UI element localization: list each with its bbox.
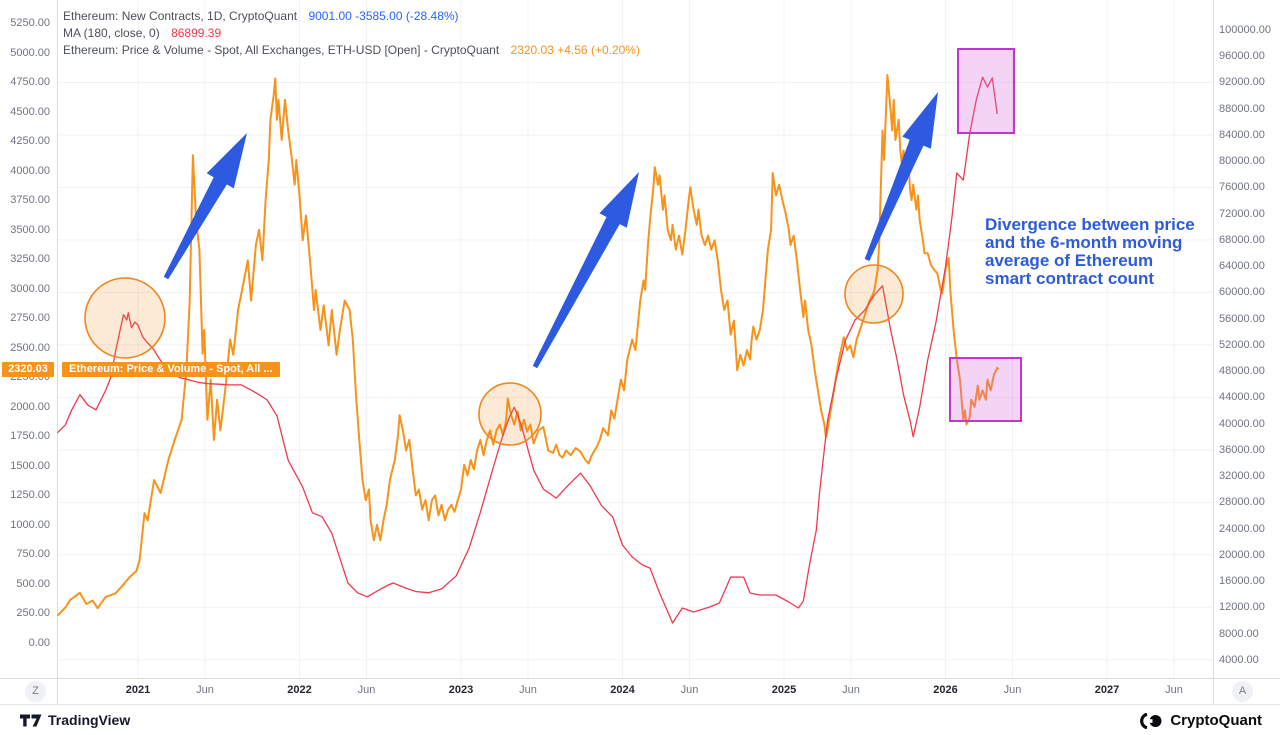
x-axis-label-2024: 2024: [610, 684, 635, 696]
y-axis-label: 1000.00: [10, 518, 50, 531]
x-axis-label-jun: Jun: [196, 684, 214, 696]
x-axis-label-2022: 2022: [287, 684, 312, 696]
y-axis-label: 2500.00: [10, 341, 50, 354]
trend-arrow[interactable]: [864, 92, 938, 261]
legend-row-new-contracts[interactable]: Ethereum: New Contracts, 1D, CryptoQuant…: [63, 8, 640, 25]
y-axis-label: 4250.00: [10, 135, 50, 148]
highlight-box[interactable]: [957, 48, 1015, 134]
y-axis-label: 250.00: [16, 607, 50, 620]
legend-series-title: Ethereum: Price & Volume - Spot, All Exc…: [63, 43, 500, 57]
y-axis-label: 0.00: [28, 637, 50, 649]
y-axis-label: 32000.00: [1219, 470, 1265, 483]
x-axis-label-jun: Jun: [842, 684, 860, 696]
y-axis-label: 1500.00: [10, 459, 50, 472]
auto-scale-button[interactable]: A: [1232, 681, 1253, 702]
y-axis-label: 96000.00: [1219, 50, 1265, 63]
highlight-circle[interactable]: [844, 264, 904, 324]
ma-contracts-line[interactable]: [56, 76, 998, 624]
y-axis-label: 5250.00: [10, 17, 50, 29]
series-name-tag: Ethereum: Price & Volume - Spot, All ...: [62, 361, 280, 377]
y-axis-label: 4750.00: [10, 76, 50, 89]
legend-series-values: 9001.00 -3585.00 (-28.48%): [308, 9, 459, 23]
y-axis-label: 36000.00: [1219, 443, 1265, 456]
legend-row-ma[interactable]: MA (180, close, 0) 86899.39: [63, 25, 640, 42]
x-axis-label-jun: Jun: [680, 684, 699, 696]
y-axis-label: 2750.00: [10, 312, 50, 325]
y-axis-label: 100000.00: [1219, 24, 1271, 36]
trend-arrow[interactable]: [532, 172, 639, 369]
tradingview-logo-icon: [20, 714, 42, 726]
y-axis-label: 500.00: [16, 577, 50, 590]
y-axis-label: 5000.00: [10, 46, 50, 59]
legend-series-title: MA (180, close, 0): [63, 26, 160, 40]
time-axis[interactable]: Z A 2021 Jun 2022 Jun 2023 Jun 2024 Jun 2025 Jun 2…: [0, 678, 1280, 705]
x-axis-label-2023: 2023: [448, 684, 474, 696]
x-axis-label-2027: 2027: [1094, 684, 1120, 696]
y-axis-label: 48000.00: [1219, 365, 1265, 378]
y-axis-label: 4500.00: [10, 105, 50, 118]
y-axis-label: 3000.00: [10, 282, 50, 295]
last-price-axis-tag: 2320.03: [2, 361, 54, 377]
y-axis-label: 8000.00: [1219, 627, 1259, 640]
y-axis-label: 750.00: [16, 548, 50, 561]
y-axis-label: 80000.00: [1219, 155, 1265, 168]
legend-series-values: 86899.39: [171, 26, 222, 40]
cryptoquant-label: CryptoQuant: [1170, 712, 1262, 729]
y-axis-label: 60000.00: [1219, 286, 1265, 299]
legend-row-price-volume[interactable]: Ethereum: Price & Volume - Spot, All Exc…: [63, 42, 640, 59]
y-axis-label: 64000.00: [1219, 260, 1265, 273]
y-axis-label: 3250.00: [10, 253, 50, 266]
price-chart-canvas[interactable]: [0, 0, 1280, 678]
y-axis-label: 88000.00: [1219, 102, 1265, 115]
y-axis-label: 40000.00: [1219, 417, 1265, 430]
axis-separator: [1213, 679, 1214, 705]
legend: Ethereum: New Contracts, 1D, CryptoQuant…: [63, 8, 640, 59]
y-axis-label: 12000.00: [1219, 601, 1265, 614]
divergence-annotation-text: Divergence between price and the 6-month…: [985, 215, 1195, 288]
x-axis-label-2025: 2025: [771, 684, 797, 696]
y-axis-label: 3750.00: [10, 194, 50, 207]
y-axis-label: 92000.00: [1219, 76, 1265, 89]
tradingview-brand[interactable]: TradingView: [20, 712, 130, 728]
y-axis-label: 1250.00: [10, 489, 50, 502]
y-axis-label: 56000.00: [1219, 312, 1265, 325]
y-axis-label: 20000.00: [1219, 548, 1265, 561]
x-axis-label-2026: 2026: [933, 684, 958, 696]
gridlines: [57, 0, 1213, 678]
x-axis-label-jun: Jun: [1003, 684, 1022, 696]
eth-price-line[interactable]: [56, 74, 1000, 617]
cryptoquant-logo-icon: [1140, 712, 1162, 729]
x-axis-label-jun: Jun: [519, 684, 537, 696]
y-axis-label: 4000.00: [10, 164, 50, 177]
y-axis-label: 3500.00: [10, 223, 50, 236]
legend-series-values: 2320.03 +4.56 (+0.20%): [510, 43, 640, 57]
highlight-box[interactable]: [949, 357, 1022, 422]
y-axis-label: 68000.00: [1219, 233, 1265, 246]
y-axis-label: 72000.00: [1219, 207, 1265, 220]
legend-series-title: Ethereum: New Contracts, 1D, CryptoQuant: [63, 9, 298, 23]
y-axis-label: 16000.00: [1219, 575, 1265, 588]
trend-arrow[interactable]: [163, 133, 247, 280]
y-axis-label: 24000.00: [1219, 522, 1265, 535]
footer: TradingView CryptoQuant: [0, 704, 1280, 735]
y-axis-label: 76000.00: [1219, 181, 1265, 194]
highlight-circle[interactable]: [478, 382, 542, 446]
cryptoquant-brand[interactable]: CryptoQuant: [1138, 712, 1262, 729]
y-axis-label: 2000.00: [10, 400, 50, 413]
x-axis-label-jun: Jun: [357, 684, 376, 696]
x-axis-label-jun: Jun: [1165, 684, 1183, 696]
y-axis-label: 4000.00: [1219, 653, 1259, 666]
x-axis-label-2021: 2021: [125, 684, 151, 696]
tradingview-label: TradingView: [48, 712, 131, 728]
y-axis-label: 28000.00: [1219, 496, 1265, 509]
axis-separator: [57, 679, 58, 705]
y-axis-label: 52000.00: [1219, 338, 1265, 351]
highlight-circle[interactable]: [84, 277, 166, 359]
timezone-button[interactable]: Z: [25, 681, 46, 702]
y-axis-label: 84000.00: [1219, 128, 1265, 141]
y-axis-label: 44000.00: [1219, 391, 1265, 404]
y-axis-label: 1750.00: [10, 430, 50, 443]
